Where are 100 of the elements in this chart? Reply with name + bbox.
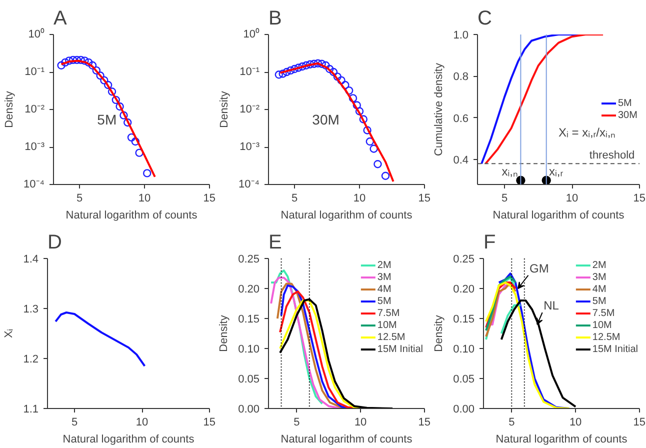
legend-label: 3M — [377, 271, 392, 283]
point — [116, 102, 124, 111]
annotation: 30M — [312, 112, 340, 128]
y-tick-label: 10⁻¹ — [24, 66, 45, 78]
x-tick-label: 15 — [203, 416, 216, 428]
point — [363, 126, 372, 134]
line-series — [54, 312, 146, 367]
annotation: GM — [530, 261, 549, 276]
y-tick-label: 10⁻³ — [240, 141, 260, 153]
point — [374, 160, 382, 168]
point — [341, 80, 350, 90]
point — [294, 64, 302, 72]
legend-label: 4M — [377, 283, 392, 295]
y-axis-title: Density — [218, 314, 230, 352]
point — [314, 59, 322, 68]
point — [80, 56, 89, 65]
line-series — [60, 60, 156, 178]
y-tick-label: 10⁻⁴ — [238, 178, 260, 190]
point — [100, 76, 108, 84]
point — [143, 169, 152, 178]
point — [310, 60, 318, 68]
y-tick-label: 0.20 — [453, 284, 475, 296]
x-tick-label: 15 — [203, 192, 216, 204]
x-tick-label: 10 — [354, 416, 367, 428]
x-axis-title: Natural logarithm of counts — [280, 434, 413, 446]
legend-label: 2M — [592, 259, 608, 271]
y-tick-label: 1.3 — [23, 304, 39, 316]
legend-label: 5M — [377, 295, 392, 307]
y-tick-label: 1.2 — [23, 354, 39, 366]
legend-label: 10M — [592, 319, 612, 331]
line-series — [270, 276, 342, 408]
y-tick-label: 0.00 — [238, 404, 260, 416]
y-tick-label: 0.10 — [453, 344, 475, 356]
point — [348, 94, 358, 102]
y-tick-label: 0.4 — [453, 154, 469, 166]
point — [282, 68, 291, 76]
point — [127, 133, 136, 142]
legend-label: 7.5M — [592, 307, 615, 319]
y-tick-label: 10⁻¹ — [240, 66, 260, 78]
x-axis-title: Natural logarithm of counts — [492, 210, 625, 222]
chart-title: B — [268, 8, 282, 30]
line-series — [279, 62, 394, 183]
point — [131, 137, 140, 146]
legend-label: 15M Initial — [377, 343, 423, 355]
y-tick-label: 10⁻² — [240, 104, 260, 116]
y-tick-label: 0.00 — [453, 404, 475, 416]
point — [135, 148, 144, 157]
x-tick-label: 5 — [501, 192, 508, 204]
point — [329, 68, 338, 76]
legend-label: 5M — [618, 97, 633, 109]
point — [322, 61, 330, 70]
line-series — [485, 282, 570, 408]
y-tick-label: 1.1 — [23, 404, 39, 416]
chart-title: D — [48, 232, 62, 254]
point — [96, 72, 104, 80]
y-tick-label: 0.05 — [453, 374, 475, 386]
point — [65, 56, 74, 65]
line-series — [480, 34, 580, 165]
annotation: xᵢ,ₙ — [502, 164, 518, 178]
point — [286, 66, 295, 75]
point — [302, 61, 310, 70]
point — [120, 111, 128, 120]
x-tick-label: 15 — [418, 416, 431, 428]
point — [359, 115, 368, 124]
x-tick-label: 10 — [566, 192, 578, 204]
point — [88, 61, 97, 70]
x-tick-label: 15 — [633, 192, 646, 204]
y-tick-label: 1.4 — [23, 254, 39, 266]
legend-label: 3M — [592, 271, 608, 283]
y-tick-label: 10⁰ — [243, 28, 260, 40]
point — [366, 137, 374, 146]
y-tick-label: 10⁻² — [24, 104, 45, 116]
point — [337, 76, 346, 84]
y-tick-label: 0.10 — [238, 344, 260, 356]
point — [57, 61, 66, 70]
point — [333, 72, 342, 81]
line-series — [485, 276, 516, 332]
x-tick-label: 5 — [71, 416, 78, 428]
point — [290, 64, 299, 74]
x-tick-label: 5 — [76, 192, 83, 204]
x-tick-label: 15 — [418, 192, 431, 204]
y-axis-title: Density — [433, 314, 446, 352]
x-axis-title: Natural logarithm of counts — [62, 434, 195, 446]
y-axis-title: Density — [218, 90, 231, 128]
point — [68, 56, 78, 64]
legend-label: 7.5M — [377, 307, 400, 319]
y-tick-label: 0.15 — [453, 314, 475, 326]
y-tick-label: 10⁻³ — [24, 141, 45, 153]
legend-label: 12.5M — [592, 331, 620, 343]
y-tick-label: 0.6 — [453, 112, 469, 125]
point — [318, 60, 326, 68]
point — [278, 70, 287, 78]
x-tick-label: 10 — [138, 192, 151, 204]
y-tick-label: 0.15 — [238, 314, 260, 326]
chart-title: F — [484, 232, 496, 254]
legend-label: 2M — [377, 259, 392, 271]
point — [104, 80, 112, 90]
ref-line-label: threshold — [589, 150, 635, 162]
y-axis-title: Xᵢ — [3, 328, 16, 338]
point — [84, 58, 93, 67]
